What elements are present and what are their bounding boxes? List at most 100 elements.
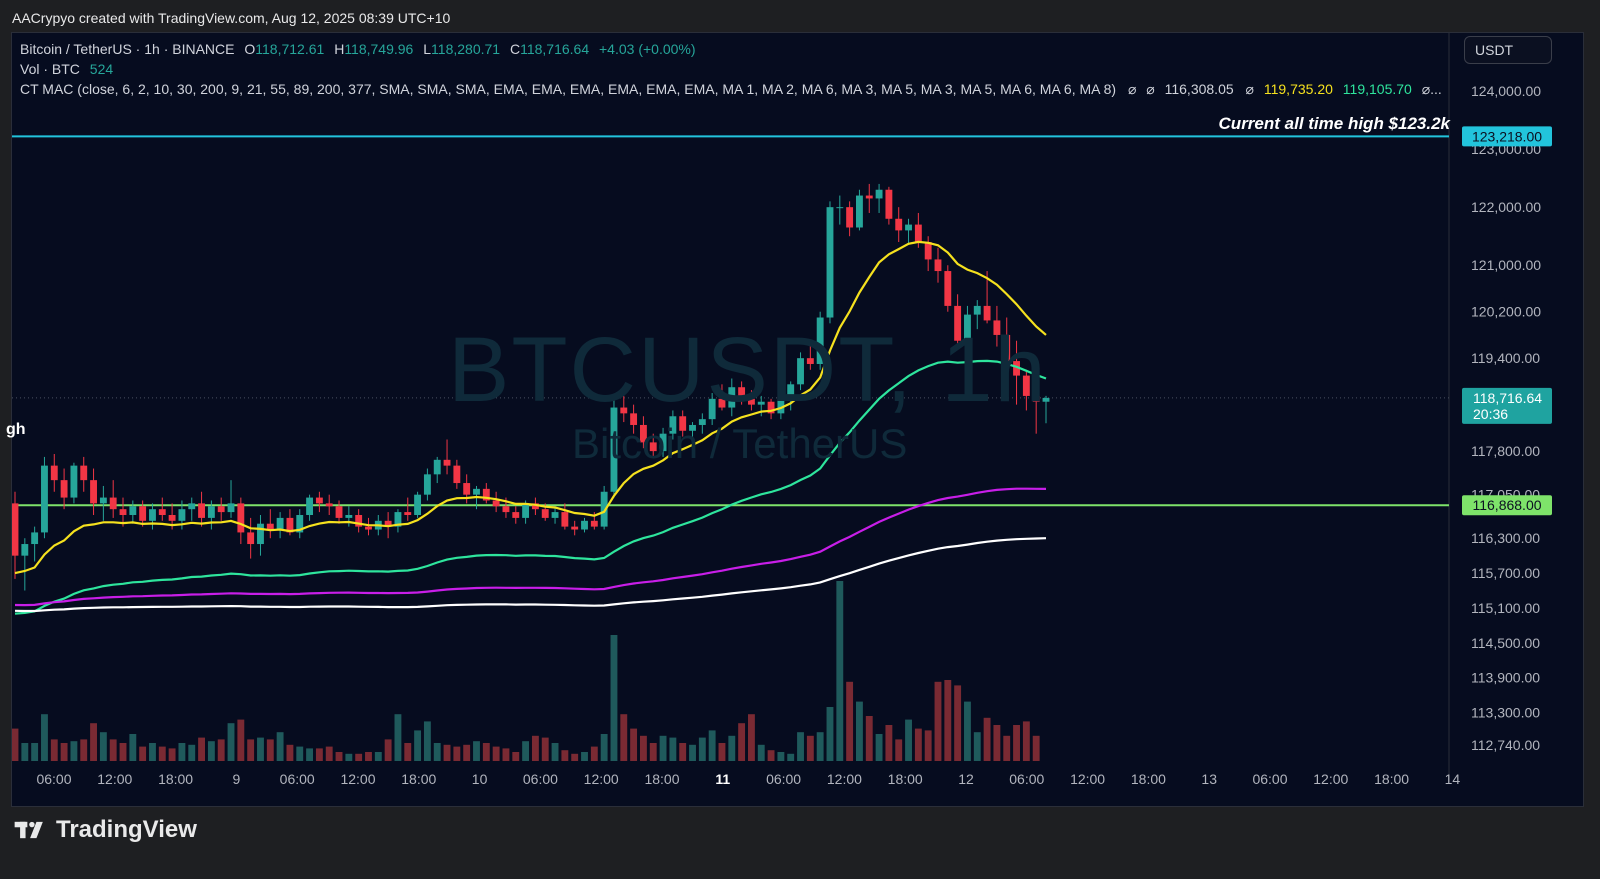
- candle-body: [70, 465, 78, 498]
- volume-bar: [816, 732, 824, 761]
- volume-bar: [797, 732, 804, 761]
- volume-bar: [639, 735, 647, 761]
- volume-bar: [433, 743, 441, 761]
- y-tick-label: 114,500.00: [1471, 635, 1540, 651]
- volume-bar: [12, 728, 19, 761]
- ath-annotation: Current all time high $123.2k: [1218, 114, 1450, 133]
- legend-low: 118,280.71: [431, 41, 501, 57]
- candle-body: [355, 514, 363, 527]
- candle-body: [394, 512, 402, 527]
- tradingview-logo[interactable]: TradingView: [14, 816, 197, 844]
- candle-body: [708, 398, 716, 420]
- y-tick-label: 115,100.00: [1471, 600, 1540, 616]
- volume-bar: [276, 732, 284, 761]
- watermark-symbol: BTCUSDT, 1h: [448, 319, 1048, 421]
- volume-bar: [600, 734, 608, 761]
- volume-bar: [492, 746, 500, 761]
- candle-body: [12, 503, 19, 556]
- candle-body: [168, 514, 176, 521]
- volume-bar: [129, 734, 137, 761]
- candle-body: [1013, 361, 1020, 376]
- x-tick-label: 06:00: [1252, 771, 1287, 787]
- volume-bar: [512, 752, 520, 761]
- volume-bar: [227, 723, 235, 761]
- candle-body: [777, 398, 785, 414]
- indicator-sym-3: ⌀: [1245, 81, 1254, 97]
- volume-bar: [139, 746, 147, 761]
- volume-bar: [404, 743, 412, 761]
- candle-body: [924, 242, 932, 260]
- candle-body: [590, 520, 598, 527]
- x-tick-label: 12: [958, 771, 974, 787]
- volume-bar: [826, 707, 834, 761]
- volume-bar: [482, 743, 490, 761]
- x-tick-label: 10: [472, 771, 488, 787]
- top-bar: AACrypyo created with TradingView.com, A…: [0, 0, 1600, 32]
- legend-close-label: C: [509, 41, 521, 57]
- y-tick-label: 124,000.00: [1471, 83, 1541, 99]
- footer: [0, 807, 1600, 879]
- volume-bar: [119, 743, 127, 761]
- candle-body: [473, 488, 480, 495]
- volume-bar: [806, 735, 814, 761]
- price-chart[interactable]: 124,000.00123,000.00122,000.00121,000.00…: [12, 33, 1584, 807]
- volume-bar: [1022, 721, 1030, 761]
- volume-bar: [1032, 735, 1040, 761]
- candle-body: [639, 424, 647, 443]
- volume-bar: [355, 753, 363, 761]
- volume-bar: [296, 746, 304, 761]
- candle-body: [325, 503, 333, 507]
- volume-bar: [924, 730, 932, 761]
- candle-body: [365, 526, 372, 530]
- candle-body: [954, 305, 962, 341]
- volume-bar: [178, 743, 186, 761]
- volume-bar: [777, 752, 785, 761]
- volume-bar: [983, 717, 991, 761]
- volume-bar: [374, 752, 382, 761]
- candle-body: [502, 506, 510, 513]
- candle-body: [276, 517, 284, 530]
- candle-body: [747, 398, 755, 405]
- volume-bar: [217, 739, 225, 761]
- volume-bar: [168, 748, 176, 761]
- candle-body: [119, 509, 127, 515]
- chart-frame[interactable]: 124,000.00 123,000.00 122,000.00 121,000.00…: [11, 32, 1584, 807]
- volume-bar: [875, 734, 883, 761]
- level-price-badge-bg: [1462, 126, 1552, 147]
- volume-bar: [286, 744, 294, 761]
- candle-body: [335, 506, 343, 518]
- volume-bar: [247, 739, 255, 761]
- candle-body: [306, 497, 314, 515]
- volume-bar: [728, 735, 736, 761]
- currency-selector[interactable]: USDT: [1464, 36, 1552, 64]
- indicator-label[interactable]: CT MAC (close, 6, 2, 10, 30, 200, 9, 21,…: [20, 81, 1117, 97]
- x-tick-label: 18:00: [401, 771, 436, 787]
- volume-label[interactable]: Vol · BTC: [20, 61, 80, 77]
- candle-body: [404, 512, 412, 515]
- x-tick-label: 11: [715, 771, 730, 787]
- candle-body: [669, 416, 677, 434]
- x-tick-label: 14: [1445, 771, 1461, 787]
- volume-bar: [718, 743, 726, 761]
- candle-body: [806, 358, 814, 364]
- candle-body: [993, 320, 1001, 335]
- candle-body: [649, 442, 657, 452]
- legend-symbol[interactable]: Bitcoin / TetherUS · 1h · BINANCE: [20, 41, 235, 57]
- volume-bar: [590, 746, 598, 761]
- last-price-badge: 118,716.64: [1473, 390, 1542, 406]
- x-tick-label: 06:00: [766, 771, 801, 787]
- y-tick-label: 122,000.00: [1471, 199, 1541, 215]
- y-tick-label: 112,740.00: [1471, 737, 1540, 753]
- candle-body: [60, 480, 68, 498]
- level-price-badge: 123,218.00: [1472, 128, 1542, 144]
- candle-body: [914, 224, 922, 243]
- x-tick-label: 06:00: [523, 771, 558, 787]
- volume-bar: [345, 753, 353, 761]
- candle-body: [944, 271, 952, 306]
- credit-text: AACrypyo created with TradingView.com, A…: [12, 10, 451, 26]
- volume-bar: [551, 743, 559, 761]
- candle-body: [109, 497, 117, 510]
- candle-body: [826, 207, 834, 318]
- volume-bar: [993, 725, 1001, 761]
- candle-body: [522, 503, 530, 518]
